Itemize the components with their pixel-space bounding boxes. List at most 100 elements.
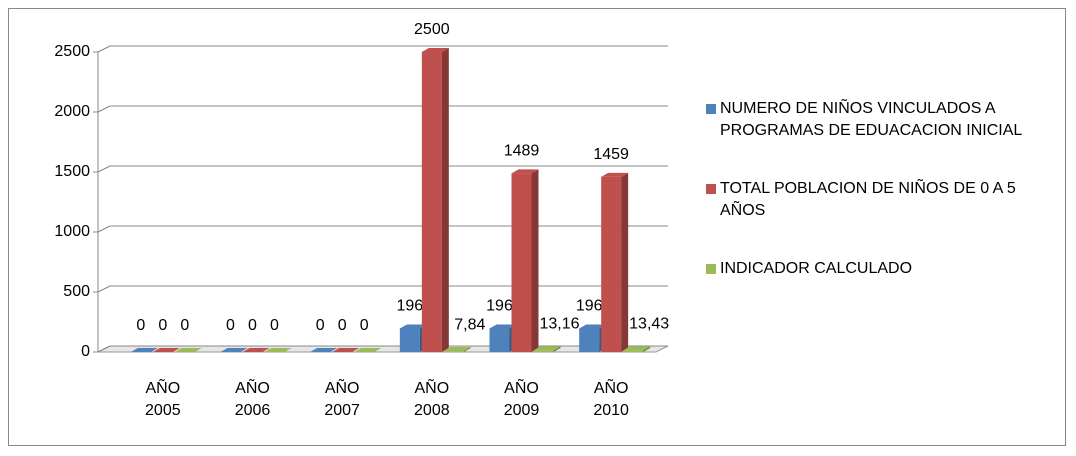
- bar-top: [399, 324, 427, 329]
- value-label: 0: [158, 317, 167, 334]
- grid-line: [97, 165, 668, 173]
- grid-side: [97, 165, 111, 173]
- bar-top: [579, 324, 607, 329]
- bar-top: [152, 348, 180, 352]
- legend-label: NUMERO DE NIÑOS VINCULADOS A PROGRAMAS D…: [720, 100, 1023, 139]
- value-label: 196: [576, 298, 603, 315]
- value-label: 0: [338, 317, 347, 334]
- bar: [623, 346, 651, 352]
- bar: [242, 348, 270, 352]
- legend-swatch: [706, 264, 716, 274]
- bar: [220, 348, 248, 352]
- bar-top: [601, 172, 629, 177]
- grid-side: [97, 225, 111, 233]
- bar-top: [533, 346, 561, 351]
- value-label: 196: [396, 298, 423, 315]
- grid-side: [97, 45, 111, 53]
- bar: [443, 347, 471, 352]
- grid-line: [97, 225, 668, 233]
- value-label: 0: [360, 317, 369, 334]
- bar-top: [421, 48, 449, 52]
- legend-entry: NUMERO DE NIÑOS VINCULADOS A PROGRAMAS D…: [706, 98, 1046, 142]
- value-label: 0: [316, 317, 325, 334]
- y-tick-label: 1000: [54, 223, 90, 240]
- value-label: 0: [270, 317, 279, 334]
- bar-side: [621, 172, 629, 352]
- bar-side: [531, 169, 539, 352]
- bar-top: [332, 348, 360, 352]
- value-label: 13,16: [539, 316, 579, 333]
- x-tick-label: AÑO 2008: [414, 380, 450, 419]
- grid-line: [97, 345, 668, 353]
- bar-front: [533, 350, 554, 352]
- bar-top: [220, 348, 248, 352]
- bar-top: [310, 348, 338, 352]
- bar-side: [553, 346, 561, 352]
- bar-front: [489, 328, 510, 352]
- y-tick-label: 1500: [54, 163, 90, 180]
- bar-top: [130, 348, 158, 352]
- grid-line: [97, 45, 668, 53]
- bar: [152, 348, 180, 352]
- bar: [511, 169, 539, 352]
- bar-top: [174, 348, 202, 352]
- bar-top: [264, 348, 292, 352]
- legend-label: TOTAL POBLACION DE NIÑOS DE 0 A 5 AÑOS: [720, 180, 1016, 219]
- bar-top: [354, 348, 382, 352]
- bar-side: [643, 346, 651, 352]
- y-tick-label: 500: [63, 283, 90, 300]
- value-label: 13,43: [629, 316, 669, 333]
- grid-side: [97, 285, 111, 293]
- chart-frame: [8, 8, 1066, 446]
- bar-top: [242, 348, 270, 352]
- bar: [421, 48, 449, 352]
- legend-swatch: [706, 104, 716, 114]
- y-tick-label: 2500: [54, 43, 90, 60]
- legend-entry: INDICADOR CALCULADO: [706, 258, 1046, 280]
- x-tick-label: AÑO 2009: [503, 380, 540, 419]
- value-label: 2500: [414, 21, 450, 38]
- x-tick-label: AÑO 2005: [145, 380, 181, 419]
- bar-front: [601, 176, 622, 352]
- grid-side: [97, 105, 111, 113]
- value-label: 0: [136, 317, 145, 334]
- bar: [310, 348, 338, 352]
- y-tick-label: 0: [81, 343, 90, 360]
- legend-label: INDICADOR CALCULADO: [720, 260, 913, 277]
- bar-front: [443, 351, 464, 352]
- value-label: 0: [248, 317, 257, 334]
- bar-top: [511, 169, 539, 174]
- value-label: 1459: [593, 146, 629, 163]
- bar: [601, 172, 629, 352]
- value-label: 0: [226, 317, 235, 334]
- x-tick-label: AÑO 2007: [324, 380, 360, 419]
- x-tick-label: AÑO 2006: [234, 380, 271, 419]
- bar: [174, 348, 202, 352]
- bar-front: [623, 350, 644, 352]
- value-label: 196: [486, 298, 513, 315]
- value-label: 1489: [504, 143, 540, 160]
- grid-line: [97, 105, 668, 113]
- x-tick-label: AÑO 2010: [593, 380, 629, 419]
- grid-side: [97, 345, 111, 353]
- bar-front: [579, 328, 600, 352]
- bar-top: [623, 346, 651, 351]
- bar: [130, 348, 158, 352]
- bar-front: [421, 52, 442, 352]
- grid-line: [97, 285, 668, 293]
- legend-swatch: [706, 184, 716, 194]
- bar: [332, 348, 360, 352]
- bar-side: [463, 347, 471, 352]
- y-tick-label: 2000: [54, 103, 90, 120]
- bar: [533, 346, 561, 352]
- legend-entry: TOTAL POBLACION DE NIÑOS DE 0 A 5 AÑOS: [706, 178, 1046, 222]
- value-label: 7,84: [454, 316, 485, 333]
- bar: [354, 348, 382, 352]
- bar-top: [443, 347, 471, 352]
- bar-top: [489, 324, 517, 329]
- bar-front: [511, 173, 532, 352]
- bar-side: [441, 48, 449, 352]
- value-label: 0: [180, 317, 189, 334]
